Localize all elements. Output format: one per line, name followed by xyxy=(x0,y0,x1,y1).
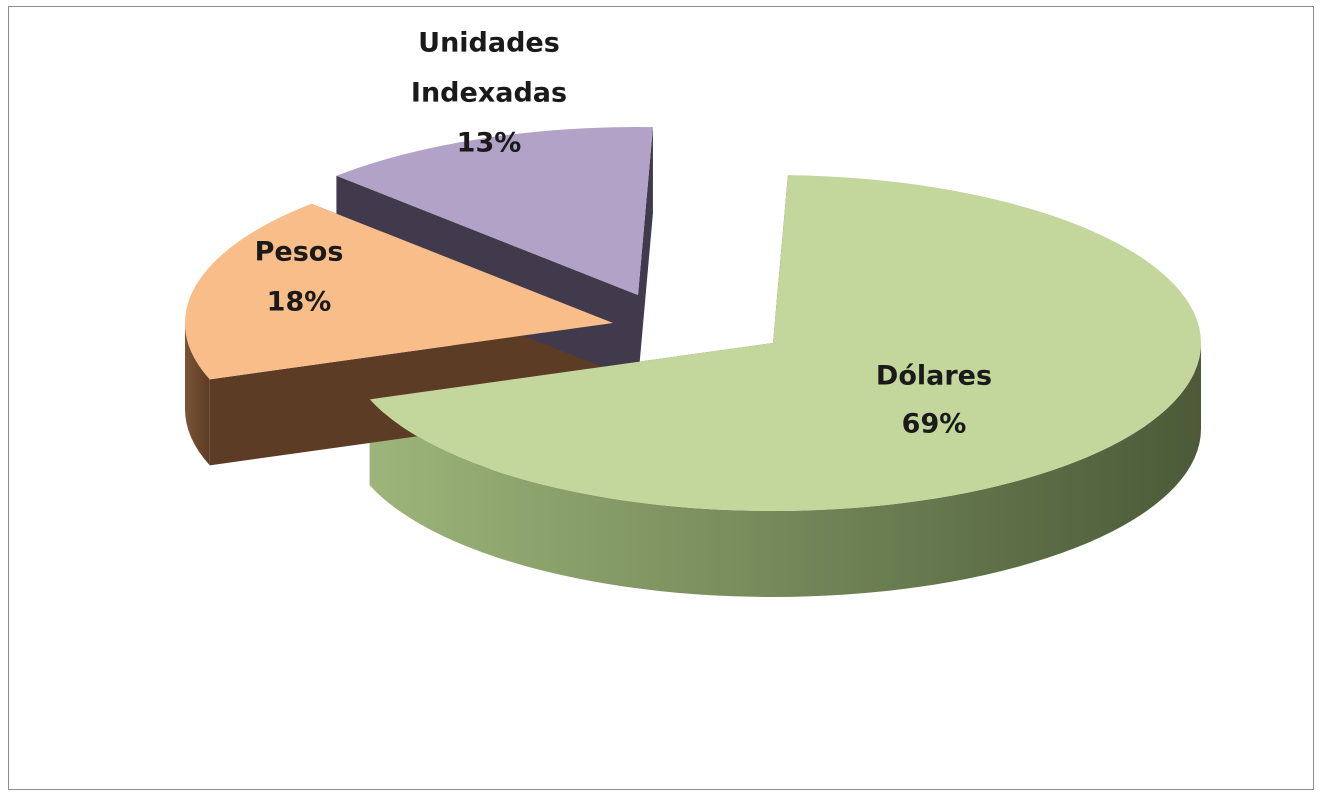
slice-tops xyxy=(185,126,1201,511)
chart-frame: Dólares 69% Pesos 18% Unidades Indexadas 13% xyxy=(8,6,1314,790)
slice-wall xyxy=(638,127,653,381)
slice-labels: Dólares 69% Pesos 18% Unidades Indexadas 13% xyxy=(255,28,992,440)
pie-slice xyxy=(185,203,613,380)
pie-slice xyxy=(336,126,653,295)
slice-percent-label: 18% xyxy=(267,287,332,318)
slice-side xyxy=(369,343,1201,597)
pie-slice xyxy=(369,175,1201,511)
slice-category-label: Indexadas xyxy=(411,78,567,109)
slice-percent-label: 69% xyxy=(902,409,967,440)
slice-category-label: Pesos xyxy=(255,237,344,268)
pie-chart: Dólares 69% Pesos 18% Unidades Indexadas 13% xyxy=(185,28,1201,597)
slice-side xyxy=(185,323,210,466)
slice-category-label: Unidades xyxy=(418,28,560,59)
slice-category-label: Dólares xyxy=(876,361,992,392)
slice-percent-label: 13% xyxy=(457,128,522,159)
